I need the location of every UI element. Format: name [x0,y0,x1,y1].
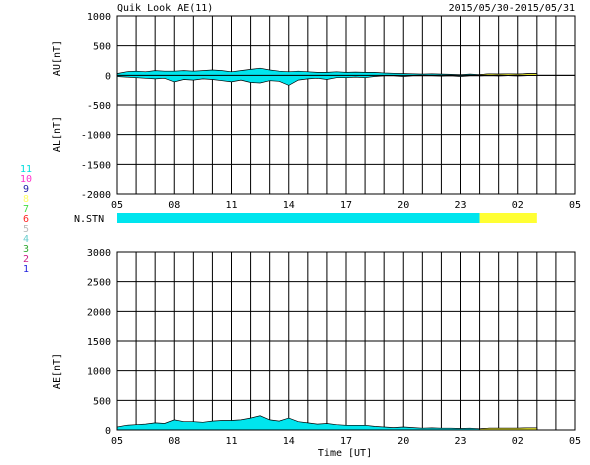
y-tick-label: 2500 [87,278,111,289]
x-tick-label: 23 [454,436,466,447]
au-axis-label: AU[nT] [52,40,63,76]
nstn-label: N.STN [74,214,104,225]
y-tick-label: -2000 [81,190,111,201]
chart-title: Quik Look AE(11) [117,3,213,14]
station-legend-item: 10 [20,174,32,185]
station-legend-item: 3 [23,244,29,255]
nstn-segment [479,213,537,223]
x-tick-label: 23 [454,200,466,211]
x-tick-label: 08 [168,200,180,211]
al-axis-label: AL[nT] [52,116,63,152]
x-tick-label: 02 [512,436,524,447]
x-tick-label: 08 [168,436,180,447]
y-tick-label: 1000 [87,367,111,378]
y-tick-label: 1000 [87,12,111,23]
station-legend-item: 6 [23,214,29,225]
x-tick-label: 17 [340,436,352,447]
x-tick-label: 17 [340,200,352,211]
station-legend-item: 7 [23,204,29,215]
x-tick-label: 02 [512,200,524,211]
nstn-segment [117,213,480,223]
station-legend-item: 1 [23,264,29,275]
panel-frame [116,15,576,195]
x-tick-label: 05 [569,436,581,447]
x-tick-label: 11 [225,436,237,447]
y-tick-label: 500 [93,396,111,407]
station-legend-item: 11 [20,164,32,175]
station-legend-item: 8 [23,194,29,205]
y-tick-label: 0 [105,426,111,437]
nstn-bar [117,213,537,223]
x-tick-label: 20 [397,200,409,211]
x-axis-label: Time [UT] [318,448,372,459]
y-tick-label: 500 [93,42,111,53]
y-tick-label: 0 [105,71,111,82]
ae-axis-label: AE[nT] [52,353,63,389]
x-tick-label: 11 [225,200,237,211]
station-legend-item: 2 [23,254,29,265]
y-tick-label: -1000 [81,131,111,142]
x-tick-label: 14 [283,436,295,447]
x-tick-label: 05 [111,436,123,447]
y-tick-label: -1500 [81,160,111,171]
panel-frame [116,251,576,431]
x-tick-label: 14 [283,200,295,211]
y-tick-label: 2000 [87,307,111,318]
station-legend-item: 4 [23,234,29,245]
x-tick-label: 05 [111,200,123,211]
x-tick-label: 05 [569,200,581,211]
x-tick-label: 20 [397,436,409,447]
y-tick-label: -500 [87,101,111,112]
station-legend-item: 5 [23,224,29,235]
date-range: 2015/05/30-2015/05/31 [449,3,575,14]
y-tick-label: 1500 [87,337,111,348]
series-area-late-ae [479,427,538,431]
y-tick-label: 3000 [87,248,111,259]
station-legend-item: 9 [23,184,29,195]
